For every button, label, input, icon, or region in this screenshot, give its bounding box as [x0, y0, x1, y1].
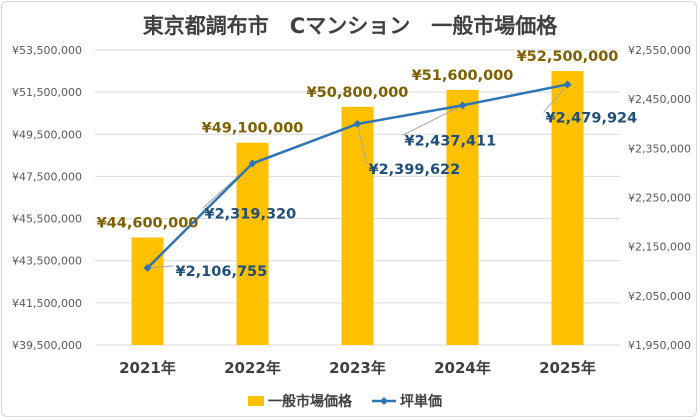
right-axis-ticks: ¥1,950,000 ¥2,050,000 ¥2,150,000 ¥2,250,000… [628, 44, 691, 352]
line-point [353, 119, 362, 128]
bar-value-label: ¥49,100,000 [202, 121, 304, 137]
bar [236, 142, 269, 345]
left-axis-tick-label: ¥47,500,000 [12, 170, 82, 183]
legend-line-label: 坪単価 [400, 393, 442, 410]
leader-line [357, 123, 367, 165]
line-series [143, 80, 572, 272]
x-axis-tick-label: 2022年 [224, 359, 281, 377]
line-data-labels: ¥2,106,755 ¥2,319,320 ¥2,399,622 ¥2,437,411… [176, 110, 638, 279]
right-axis-tick-label: ¥2,350,000 [628, 142, 691, 155]
right-axis-tick-label: ¥2,050,000 [628, 290, 691, 303]
line-value-label: ¥2,106,755 [176, 264, 268, 280]
leader-line [543, 84, 568, 113]
right-axis-tick-label: ¥2,450,000 [628, 93, 691, 106]
bar-series [131, 71, 584, 346]
right-axis-tick-label: ¥2,150,000 [628, 241, 691, 254]
legend: 一般市場価格 坪単価 [248, 393, 442, 410]
chart-title: 東京都調布市 Cマンション 一般市場価格 [143, 14, 558, 38]
line-value-label: ¥2,319,320 [205, 206, 297, 222]
left-axis-tick-label: ¥51,500,000 [12, 86, 82, 99]
bar [341, 106, 374, 346]
leader-line [147, 265, 174, 269]
bar-value-label: ¥52,500,000 [517, 49, 619, 65]
line-value-label: ¥2,437,411 [405, 133, 497, 149]
bar-value-label: ¥50,800,000 [307, 85, 409, 101]
bar [446, 90, 479, 346]
bar-value-label: ¥44,600,000 [97, 216, 199, 232]
left-axis-ticks: ¥39,500,000 ¥41,500,000 ¥43,500,000 ¥45,500… [12, 44, 82, 352]
left-axis-tick-label: ¥53,500,000 [12, 44, 82, 57]
bar-value-label: ¥51,600,000 [412, 68, 514, 84]
left-axis-tick-label: ¥41,500,000 [12, 297, 82, 310]
legend-bar-swatch [248, 396, 264, 406]
line-point [143, 263, 152, 272]
line-point [458, 101, 467, 110]
x-axis-ticks: 2021年 2022年 2023年 2024年 2025年 [119, 359, 596, 377]
line-point [248, 159, 257, 168]
line-point [563, 80, 572, 89]
right-axis-tick-label: ¥1,950,000 [628, 339, 691, 352]
right-axis-tick-label: ¥2,250,000 [628, 192, 691, 205]
leader-line [402, 104, 463, 136]
left-axis-tick-label: ¥43,500,000 [12, 255, 82, 268]
left-axis-tick-label: ¥39,500,000 [12, 339, 82, 352]
bar [131, 237, 164, 345]
legend-line-marker [380, 397, 388, 405]
left-axis-tick-label: ¥45,500,000 [12, 213, 82, 226]
x-axis-tick-label: 2021年 [119, 359, 176, 377]
x-axis-tick-label: 2024年 [434, 359, 491, 377]
line-value-label: ¥2,399,622 [369, 162, 461, 178]
bar-data-labels: ¥44,600,000 ¥49,100,000 ¥50,800,000¥51,600… [97, 49, 619, 231]
x-axis-tick-label: 2023年 [329, 359, 386, 377]
left-axis-tick-label: ¥49,500,000 [12, 128, 82, 141]
right-axis-tick-label: ¥2,550,000 [628, 44, 691, 57]
line-value-label: ¥2,479,924 [546, 110, 638, 126]
legend-bar-label: 一般市場価格 [268, 393, 353, 410]
bar [551, 71, 584, 346]
x-axis-tick-label: 2025年 [539, 359, 596, 377]
